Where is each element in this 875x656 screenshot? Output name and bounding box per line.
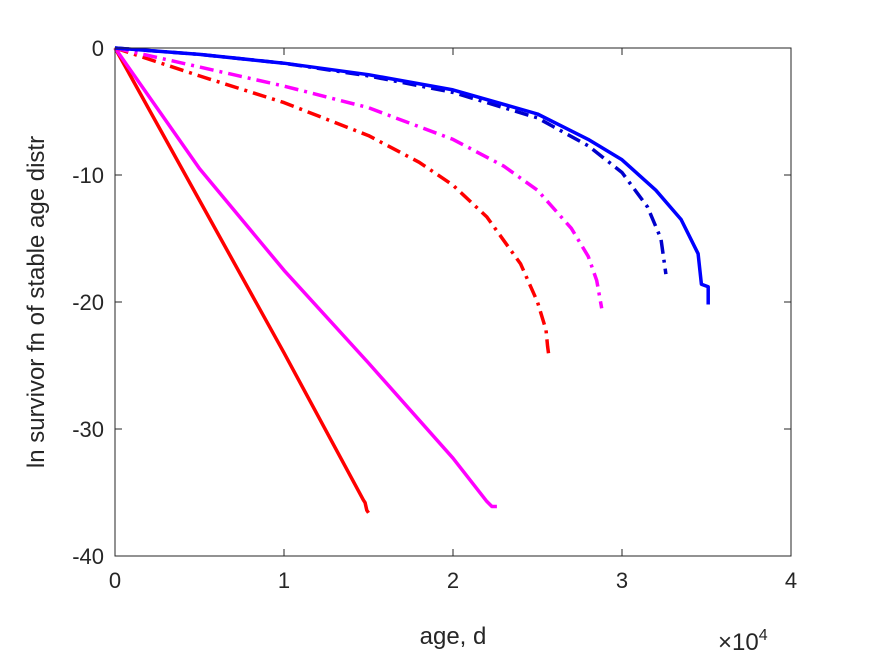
x-tick-label: 3 (616, 568, 628, 593)
plot-area (115, 48, 791, 556)
y-tick-label: -10 (72, 163, 104, 188)
series-line-2 (113, 46, 497, 509)
y-tick-label: -20 (72, 290, 104, 315)
x-exponent-label: ×104 (718, 627, 768, 656)
x-tick-label: 1 (278, 568, 290, 593)
x-axis-title: age, d (420, 623, 487, 650)
series-line-6 (114, 46, 710, 305)
series-line-4 (114, 46, 604, 309)
y-tick-label: -40 (72, 544, 104, 569)
x-tick-label: 2 (447, 568, 459, 593)
x-tick-label: 0 (109, 568, 121, 593)
series-line-5 (114, 46, 668, 275)
x-exponent-base: ×10 (718, 629, 759, 656)
axes-layer: 0 1 2 3 4 0 -10 -20 -30 -40 (72, 36, 797, 593)
x-tick-label: 4 (785, 568, 797, 593)
series-line-3 (114, 46, 552, 360)
y-axis-title: ln survivor fn of stable age distr (23, 136, 50, 468)
series-line-1 (113, 47, 370, 514)
series-layer (113, 46, 710, 514)
x-exponent-power: 4 (759, 627, 768, 644)
y-tick-label: 0 (92, 36, 104, 61)
y-tick-label: -30 (72, 417, 104, 442)
